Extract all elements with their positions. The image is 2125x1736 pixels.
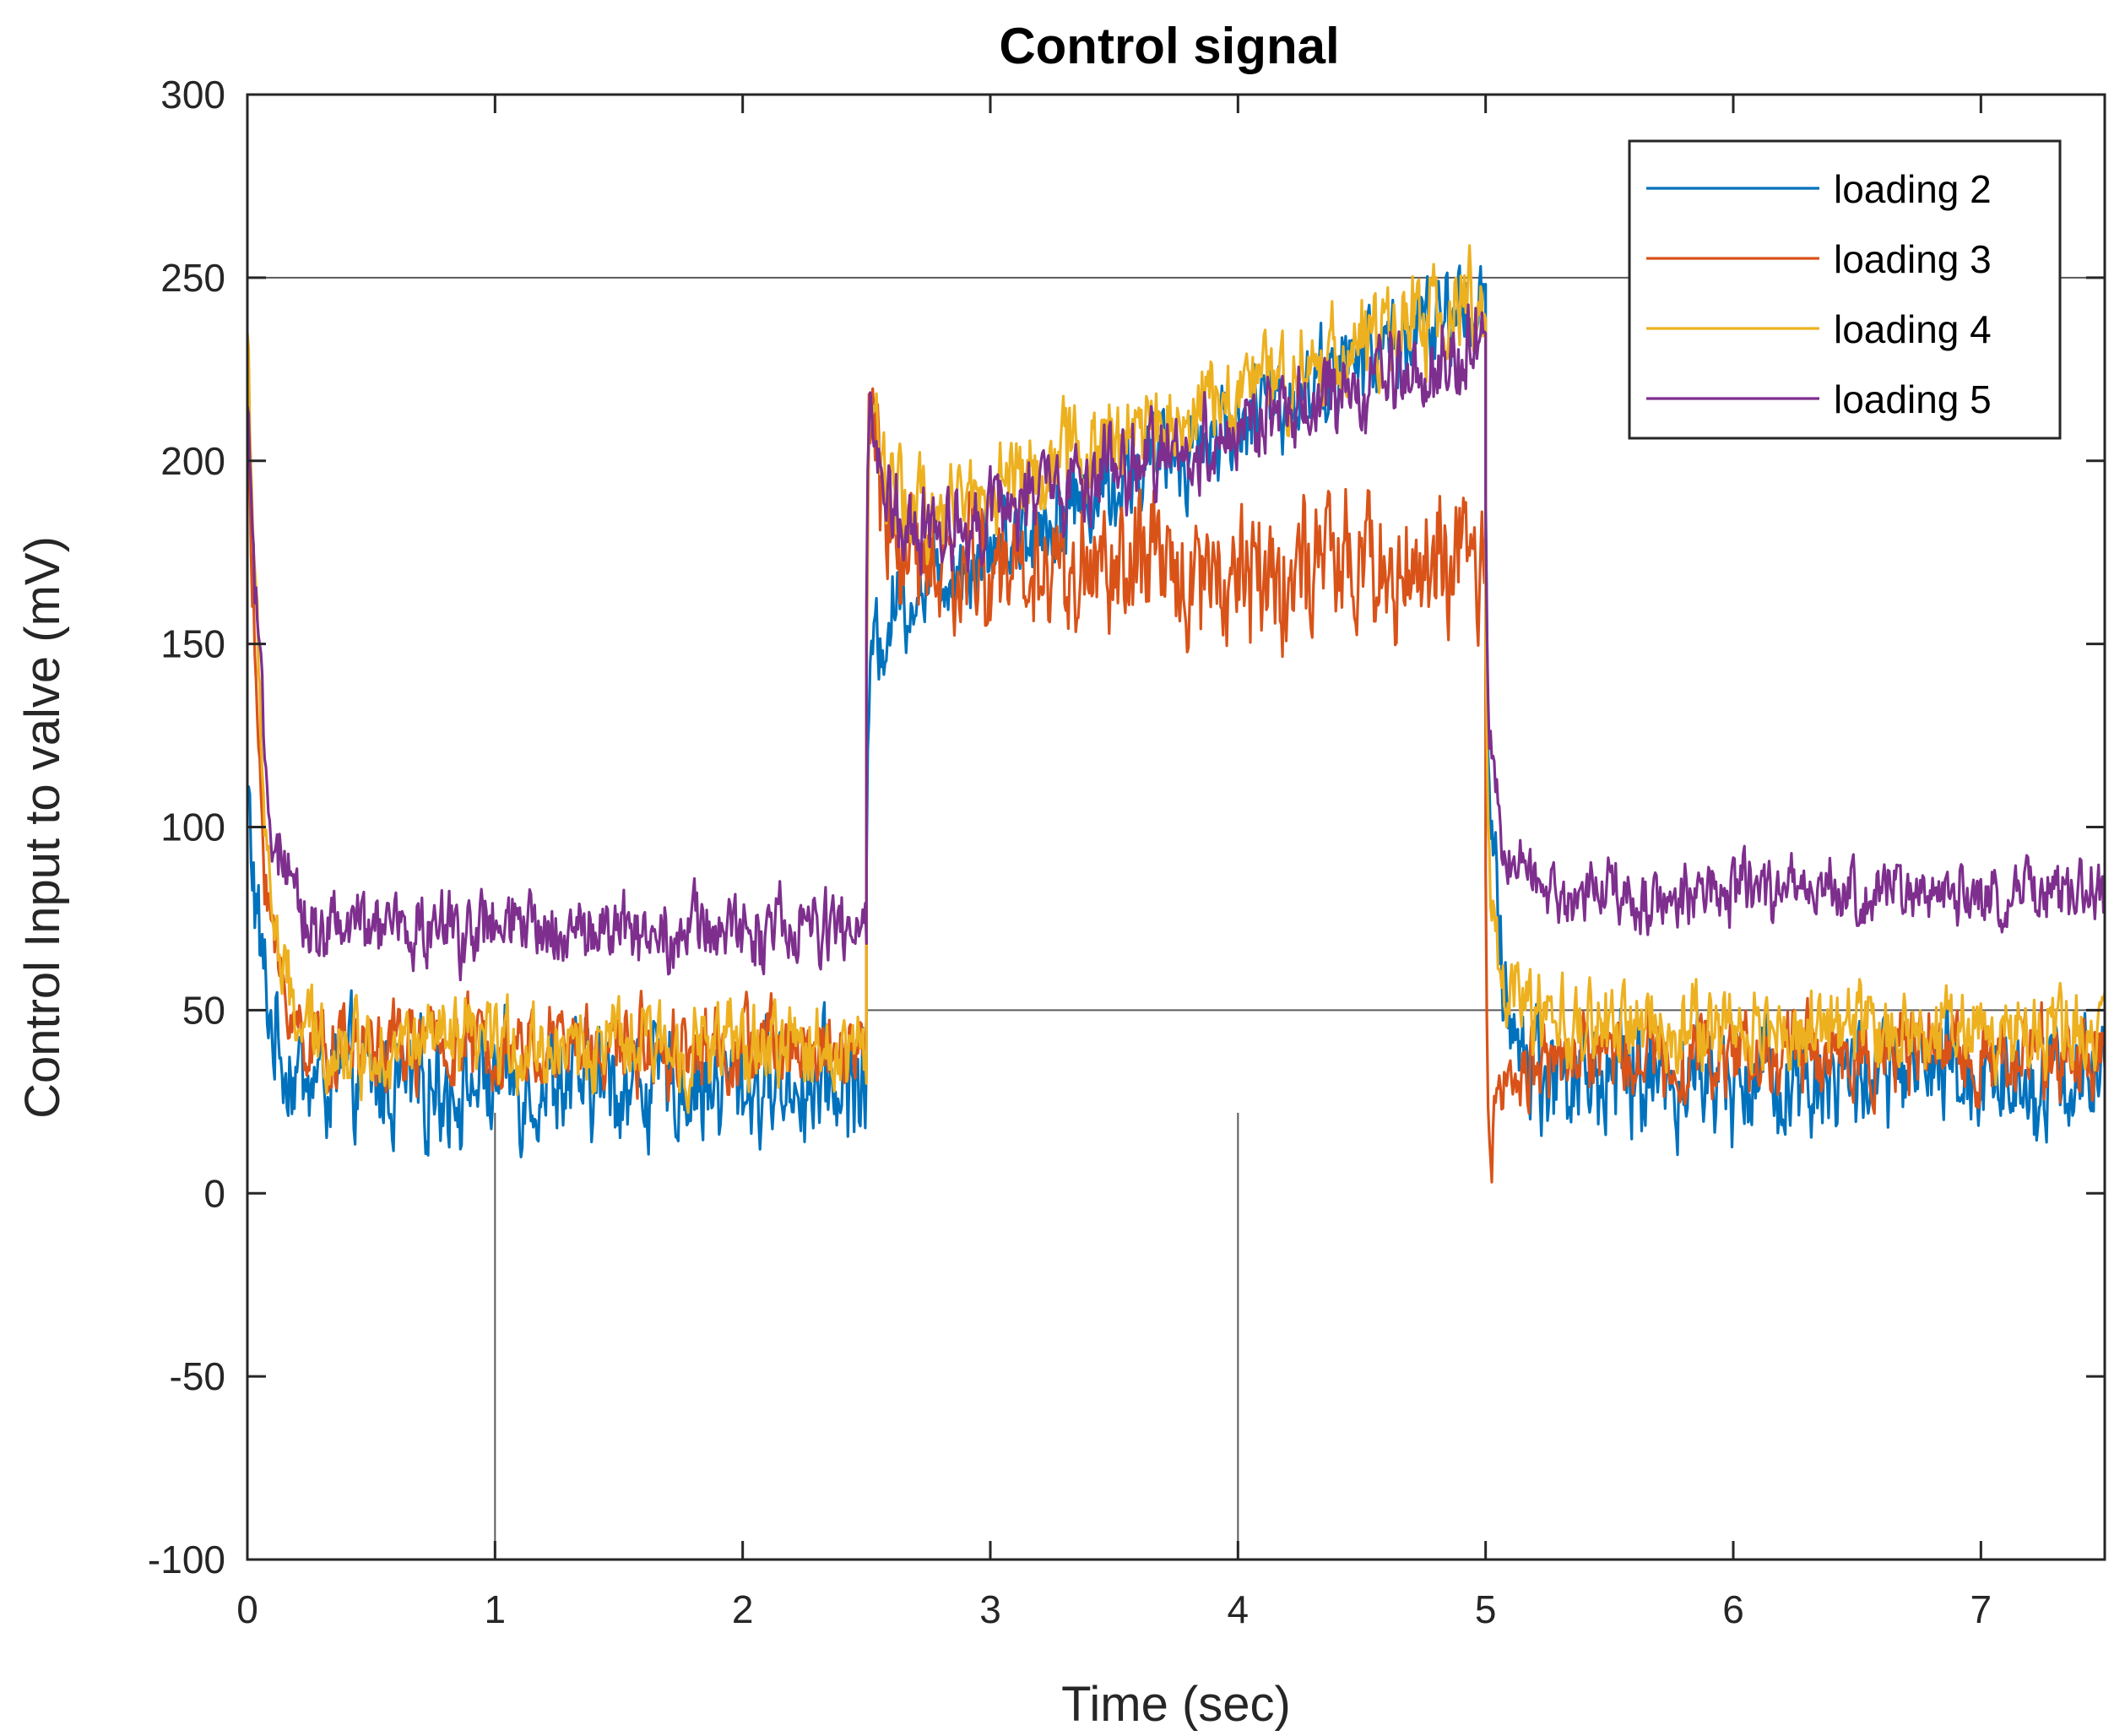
legend-label: loading 4 bbox=[1834, 307, 1992, 351]
y-tick-label: -50 bbox=[170, 1354, 225, 1398]
legend-label: loading 2 bbox=[1834, 167, 1992, 211]
y-tick-label: 300 bbox=[160, 73, 225, 117]
chart-title: Control signal bbox=[999, 18, 1339, 74]
legend: loading 2 loading 3 loading 4 loading 5 bbox=[1628, 139, 2062, 440]
x-tick-label: 1 bbox=[485, 1587, 507, 1631]
x-tick-label: 2 bbox=[732, 1587, 754, 1631]
x-tick-label: 3 bbox=[979, 1587, 1001, 1631]
series-line-loading-3 bbox=[247, 387, 2105, 1184]
legend-label: loading 3 bbox=[1834, 237, 1992, 281]
axes: 0 1 2 3 4 5 6 7 -100 -50 0 50 100 150 200 250 300 bbox=[148, 73, 2106, 1631]
y-tick-label: -100 bbox=[148, 1538, 225, 1581]
x-tick-label: 7 bbox=[1971, 1587, 1992, 1631]
x-tick-label: 0 bbox=[236, 1587, 258, 1631]
series-line-loading-5 bbox=[247, 303, 2105, 982]
legend-label: loading 5 bbox=[1834, 377, 1992, 421]
y-tick-label: 100 bbox=[160, 806, 225, 849]
y-tick-label: 50 bbox=[182, 988, 225, 1032]
x-tick-label: 6 bbox=[1722, 1587, 1744, 1631]
x-axis-label: Time (sec) bbox=[1061, 1677, 1291, 1732]
y-tick-label: 250 bbox=[160, 256, 225, 300]
y-tick-label: 150 bbox=[160, 622, 225, 666]
series-line-loading-4 bbox=[247, 244, 2105, 1115]
y-axis-label: Control Input to valve (mV) bbox=[15, 536, 70, 1119]
y-tick-label: 200 bbox=[160, 439, 225, 483]
legend-box bbox=[1628, 139, 2062, 440]
x-tick-label: 4 bbox=[1228, 1587, 1250, 1631]
x-tick-label: 5 bbox=[1475, 1587, 1497, 1631]
series-layer bbox=[247, 244, 2105, 1184]
y-tick-label: 0 bbox=[203, 1171, 225, 1215]
